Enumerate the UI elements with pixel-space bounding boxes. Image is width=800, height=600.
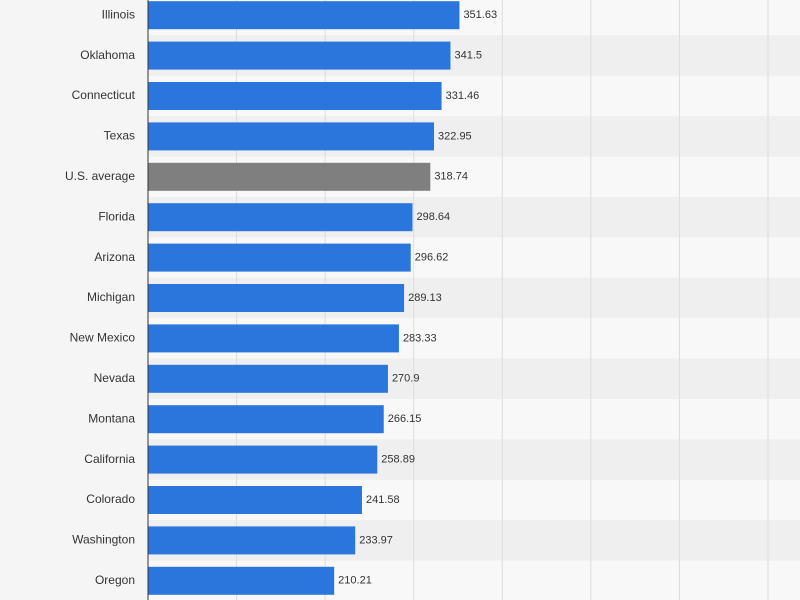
- category-label: Oklahoma: [80, 48, 135, 62]
- value-label: 258.89: [381, 454, 415, 466]
- value-label: 233.97: [359, 534, 393, 546]
- category-label: Oregon: [95, 573, 135, 587]
- category-label: California: [84, 452, 135, 466]
- category-label: Connecticut: [72, 88, 136, 102]
- bar: [148, 526, 356, 555]
- value-label: 270.9: [392, 373, 420, 385]
- value-label: 266.15: [388, 413, 422, 425]
- bar: [148, 324, 399, 353]
- bar: [148, 445, 378, 474]
- category-labels: Illinois Oklahoma Connecticut Texas U.S. ave…: [65, 7, 136, 587]
- category-label: Arizona: [94, 250, 135, 264]
- bar: [148, 82, 442, 110]
- value-label: 241.58: [366, 494, 400, 506]
- category-label: Montana: [88, 411, 135, 425]
- bar: [148, 203, 413, 232]
- bar: [148, 162, 431, 191]
- bar: [148, 284, 405, 312]
- category-label: Michigan: [87, 290, 135, 304]
- value-label: 318.74: [434, 171, 468, 183]
- bar: [148, 486, 362, 514]
- value-label: 331.46: [446, 90, 480, 102]
- value-label: 322.95: [438, 130, 472, 142]
- bar: [148, 122, 435, 151]
- bars: [148, 1, 460, 595]
- bar: [148, 405, 384, 434]
- category-label: Texas: [104, 129, 135, 143]
- value-labels: 351.63 341.5 331.46 322.95 318.74 298.64 296.6…: [338, 9, 497, 587]
- category-label: Florida: [98, 209, 135, 223]
- value-label: 298.64: [417, 211, 451, 223]
- bar: [148, 41, 451, 70]
- value-label: 289.13: [408, 292, 442, 304]
- bar: [148, 1, 460, 30]
- value-label: 283.33: [403, 332, 437, 344]
- bar: [148, 566, 335, 595]
- value-label: 341.5: [454, 50, 482, 62]
- category-label: U.S. average: [65, 169, 135, 183]
- category-label: Colorado: [86, 492, 135, 506]
- bar: [148, 364, 388, 393]
- bar: [148, 243, 411, 272]
- value-label: 351.63: [463, 9, 497, 21]
- value-label: 210.21: [338, 575, 372, 587]
- category-label: New Mexico: [70, 331, 136, 345]
- category-label: Washington: [72, 533, 135, 547]
- category-label: Nevada: [94, 371, 136, 385]
- value-label: 296.62: [415, 252, 449, 264]
- category-label: Illinois: [102, 7, 135, 21]
